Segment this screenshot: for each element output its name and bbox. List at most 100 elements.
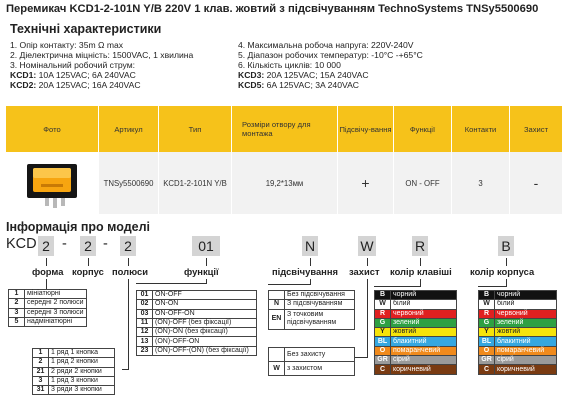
body-color-swatch: B (478, 289, 495, 301)
table-row: 1 мініатюрні (8, 288, 87, 300)
table-row: GR сірий (478, 355, 557, 366)
spec-line-4: 4. Максимальна робоча напруга: 220V-240V (238, 40, 414, 50)
col-type: Тип (188, 124, 202, 134)
table-row: 11 (ON)-OFF (без фіксації) (136, 317, 257, 329)
body-color-swatch: W (478, 299, 495, 310)
row-article: TNSy5500690 (103, 178, 154, 188)
specs-heading: Технічні характеристики (10, 22, 162, 36)
body-color-swatch: O (478, 345, 495, 357)
body-color-name: білий (494, 299, 557, 310)
body-color-name: зелений (494, 317, 557, 329)
table-row: 03 ON-OFF-ON (136, 308, 257, 319)
body-color-name: червоний (494, 308, 557, 319)
key-color-swatch: C (374, 364, 391, 375)
table-row: 5 надмініатюрні (8, 316, 87, 328)
spec-kcd3: KCD3: 20A 125VAC; 15A 240VAC (238, 70, 369, 80)
table-row: BL блакитний (478, 336, 557, 347)
key-color-name: сірий (390, 355, 457, 366)
body-color-swatch: BL (478, 336, 495, 347)
body-color-swatch: Y (478, 327, 495, 338)
model-prefix: KCD (6, 236, 37, 252)
table-row: 31 3 ряди 3 кнопки (32, 385, 115, 396)
label-form: форма (32, 266, 64, 277)
body-color-name: сірий (494, 355, 557, 366)
spec-line-6: 6. Кількість циклів: 10 000 (238, 60, 341, 70)
spec-line-2: 2. Діелектрична міцність: 1500VAC, 1 хви… (10, 50, 194, 60)
table-row: 13 (ON)-OFF-ON (136, 336, 257, 347)
key-color-name: білий (390, 299, 457, 310)
table-row: 01 ON-OFF (136, 289, 257, 301)
spec-line-5: 5. Діапазон робочих температур: -10°C -+… (238, 50, 423, 60)
key-color-name: жовтий (390, 327, 457, 338)
form-table: 1 мініатюрні 2 середні 2 полюси 3 середні 3… (8, 288, 87, 328)
spec-kcd2: KCD2: 20A 125VAC; 16A 240VAC (10, 80, 141, 90)
model-code-function: 01 (192, 236, 220, 256)
table-row: 3 середні 3 полюси (8, 307, 87, 318)
table-row: 23 (ON)-OFF-(ON) (без фіксації) (136, 345, 257, 357)
spec-kcd2-label: KCD2: (10, 80, 37, 90)
key-color-swatch: W (374, 299, 391, 310)
spec-line-1: 1. Опір контакту: 35m Ω max (10, 40, 124, 50)
key-color-swatch: GR (374, 355, 391, 366)
col-article: Артикул (114, 124, 143, 134)
label-body: корпус (72, 266, 104, 277)
table-row: Без підсвічування (268, 289, 355, 301)
body-color-name: блакитний (494, 336, 557, 347)
label-protection: захист (349, 266, 380, 277)
table-row: Без захисту (268, 347, 355, 362)
key-color-swatch: O (374, 345, 391, 357)
functions-table: 01 ON-OFF 02 ON-ON 03 ON-OFF-ON 11 (ON)-OFF … (136, 289, 257, 357)
spec-kcd5-value: 6A 125VAC; 3A 240VAC (264, 80, 360, 90)
model-code-protection: W (358, 236, 376, 256)
key-color-swatch: BL (374, 336, 391, 347)
rocker-switch-icon (27, 164, 77, 208)
label-poles: полюси (112, 266, 148, 277)
col-protection: Захист (523, 124, 549, 134)
model-info-heading: Інформація про моделі (6, 220, 151, 234)
body-color-name: коричневий (494, 364, 557, 375)
table-row: 2 середні 2 полюси (8, 298, 87, 309)
row-backlight: + (361, 174, 370, 191)
page-title: Перемикач KCD1-2-101N Y/B 220V 1 клав. ж… (6, 3, 539, 15)
body-color-swatch: G (478, 317, 495, 329)
col-photo: Фото (43, 124, 61, 134)
key-color-swatch: Y (374, 327, 391, 338)
model-code-poles: 2 (120, 236, 136, 256)
product-photo (6, 152, 98, 214)
body-color-name: помаранчевий (494, 345, 557, 357)
table-row: 21 2 ряди 2 кнопки (32, 366, 115, 377)
body-color-name: чорний (494, 289, 557, 301)
spec-kcd2-value: 20A 125VAC; 16A 240VAC (36, 80, 141, 90)
model-code-key-color: R (412, 236, 428, 256)
col-size: Розміри отвору для монтажа (242, 120, 311, 138)
label-functions: функції (184, 266, 219, 277)
label-body-color: колір корпуса (470, 266, 535, 277)
row-type: KCD1-2-101N Y/B (163, 178, 227, 188)
key-color-name: зелений (390, 317, 457, 329)
model-code-body: 2 (80, 236, 96, 256)
body-color-swatch: GR (478, 355, 495, 366)
row-protection: - (533, 174, 539, 191)
key-color-name: чорний (390, 289, 457, 301)
spec-kcd3-label: KCD3: (238, 70, 265, 80)
col-contacts: Контакти (464, 124, 497, 134)
table-row: 02 ON-ON (136, 299, 257, 310)
